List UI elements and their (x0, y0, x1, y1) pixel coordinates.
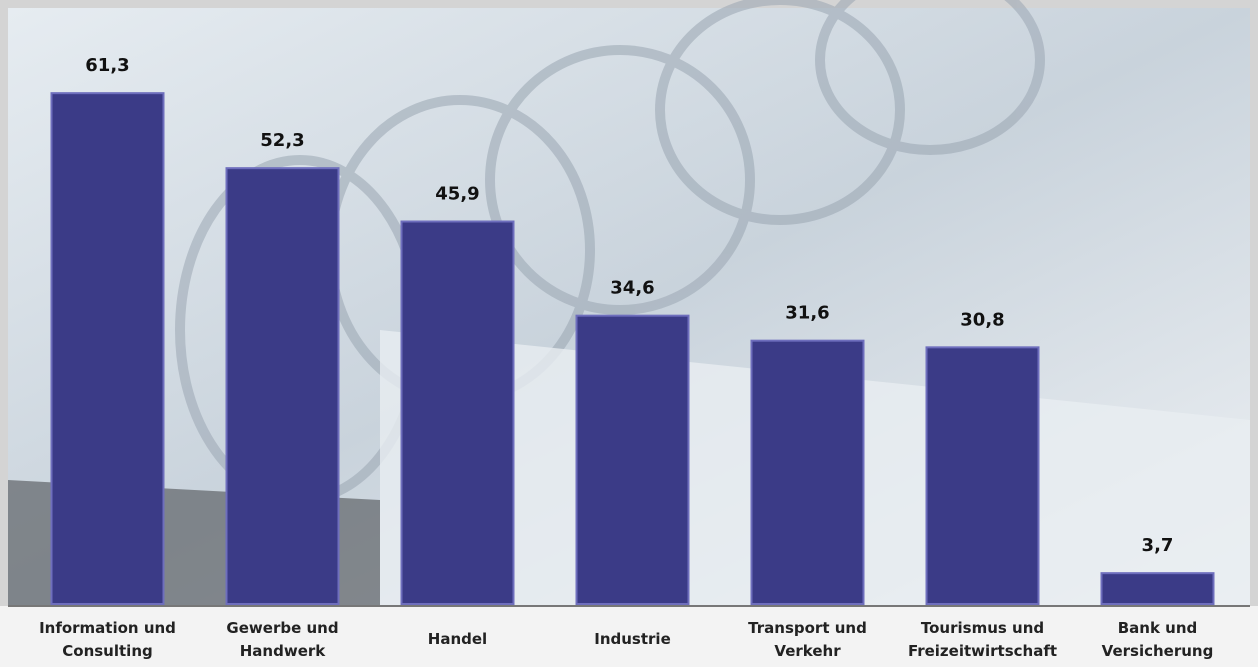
bar (400, 220, 515, 605)
value-label: 61,3 (85, 55, 129, 76)
bar (575, 314, 690, 605)
bar (50, 92, 165, 606)
value-label: 31,6 (785, 303, 829, 324)
value-label: 34,6 (610, 278, 654, 299)
value-label: 30,8 (960, 309, 1004, 330)
x-tick-label: Handel (427, 630, 488, 648)
x-tick-label: Information und Consulting (39, 618, 176, 660)
bar (750, 339, 865, 605)
value-label: 52,3 (260, 130, 304, 151)
x-tick-label: Transport und Verkehr (748, 618, 867, 660)
x-tick-label: Tourismus und Freizeitwirtschaft (907, 618, 1058, 660)
value-label: 45,9 (435, 184, 479, 205)
bar (225, 167, 340, 606)
x-tick-label: Bank und Versicherung (1101, 618, 1214, 660)
value-label: 3,7 (1142, 535, 1174, 556)
x-tick-label: Industrie (594, 630, 671, 648)
x-tick-label: Gewerbe und Handwerk (226, 618, 339, 660)
bar (925, 346, 1040, 605)
bar (1100, 572, 1215, 606)
label-area (0, 606, 1258, 667)
